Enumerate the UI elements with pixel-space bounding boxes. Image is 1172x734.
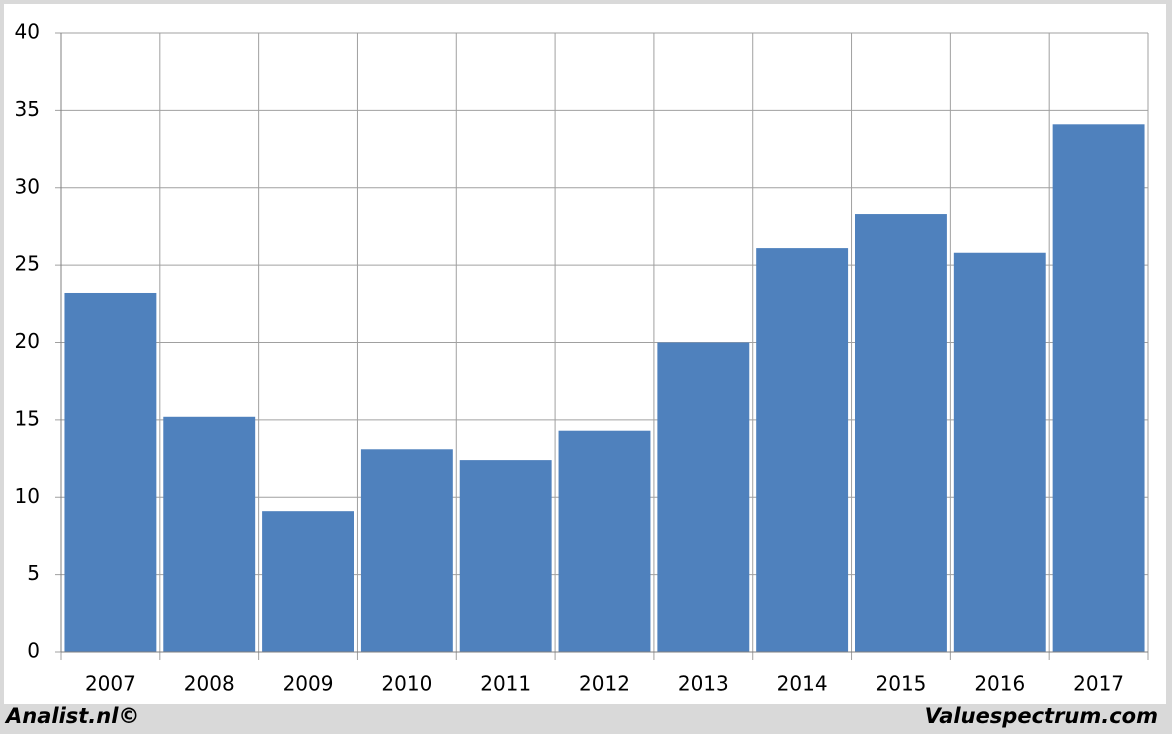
bar (558, 430, 651, 652)
y-tick-label: 35 (15, 97, 40, 121)
bar (1052, 124, 1145, 653)
bar (360, 449, 453, 652)
x-tick-label: 2007 (85, 672, 136, 696)
bar (262, 511, 354, 652)
x-tick-label: 2017 (1073, 672, 1124, 696)
y-tick-label: 0 (27, 639, 40, 663)
y-tick-label: 20 (15, 329, 40, 353)
bar (459, 460, 552, 652)
bar (657, 342, 750, 652)
y-tick-label: 15 (15, 406, 40, 430)
bar (953, 252, 1046, 652)
y-tick-label: 10 (15, 484, 40, 508)
x-tick-label: 2011 (480, 672, 531, 696)
bar (855, 214, 947, 652)
x-tick-label: 2008 (184, 672, 235, 696)
footer-right: Valuespectrum.com (925, 704, 1158, 728)
bar (163, 416, 256, 652)
x-tick-label: 2014 (777, 672, 828, 696)
x-tick-label: 2012 (579, 672, 630, 696)
y-tick-label: 40 (15, 20, 40, 44)
y-tick-label: 5 (27, 561, 40, 585)
x-tick-label: 2010 (381, 672, 432, 696)
x-tick-label: 2013 (678, 672, 729, 696)
x-tick-label: 2015 (876, 672, 927, 696)
footer-left: Analist.nl© (4, 704, 139, 728)
bar (64, 292, 157, 652)
x-tick-label: 2009 (283, 672, 334, 696)
x-tick-label: 2016 (974, 672, 1025, 696)
y-tick-label: 30 (15, 174, 40, 198)
bar (756, 248, 849, 653)
y-tick-label: 25 (15, 252, 40, 276)
